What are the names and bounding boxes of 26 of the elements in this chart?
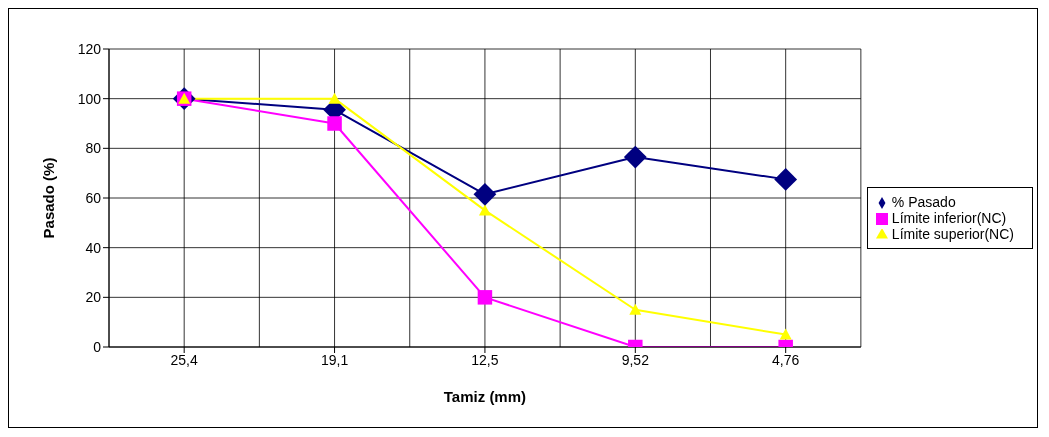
legend-label: % Pasado <box>891 194 956 210</box>
point <box>473 182 497 206</box>
legend-label: Límite inferior(NC) <box>891 210 1007 226</box>
point <box>629 303 642 315</box>
x-tick-label: 19,1 <box>320 351 349 368</box>
y-tick-label: 60 <box>85 189 102 206</box>
x-tick-label: 12,5 <box>471 351 499 368</box>
y-tick-label: 120 <box>77 40 102 57</box>
point <box>327 116 342 131</box>
y-tick-label: 40 <box>85 239 102 256</box>
point <box>779 328 792 340</box>
y-tick-label: 100 <box>77 90 102 107</box>
x-tick-label: 4,76 <box>772 351 800 368</box>
point <box>478 204 491 216</box>
x-tick-label: 9,52 <box>621 351 650 368</box>
y-tick-label: 0 <box>93 338 102 355</box>
legend-label: Límite superior(NC) <box>891 226 1014 242</box>
point <box>774 167 798 191</box>
point <box>328 92 341 104</box>
x-axis-title: Tamiz (mm) <box>443 388 527 405</box>
x-tick-label: 25,4 <box>170 351 199 368</box>
point <box>623 145 647 169</box>
point <box>477 290 493 305</box>
y-axis-title: Pasado (%) <box>40 157 58 239</box>
y-tick-label: 20 <box>85 289 102 306</box>
y-tick-label: 80 <box>85 140 102 157</box>
